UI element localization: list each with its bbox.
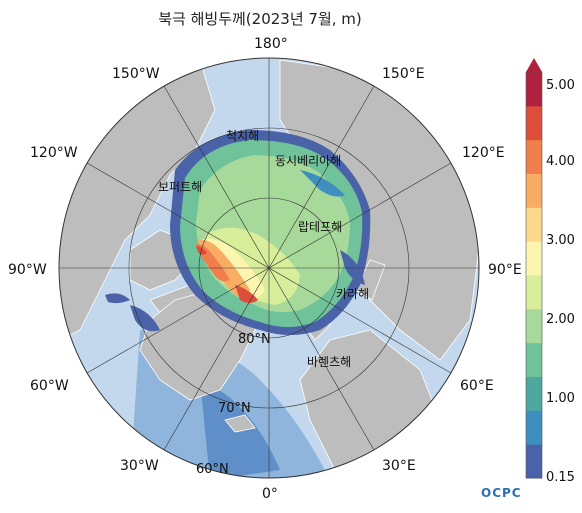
colorbar-tick-100: 1.00 [546,391,575,406]
colorbar-segment [526,105,542,141]
colorbar-segment [526,410,542,445]
colorbar-segment [526,342,542,377]
graticule [58,57,480,479]
meridian-120e-60w [86,162,452,374]
lon-label-30e: 30°E [382,458,416,474]
colorbar-segment [526,241,542,276]
sea-label-kara: 카라해 [336,287,370,301]
lon-label-120w: 120°W [30,145,78,161]
land-novaya-zemlya [354,259,386,301]
sea-label-east-siberian: 동시베리아해 [275,154,342,168]
lon-label-150e: 150°E [382,66,425,82]
colorbar-tick-500: 5.00 [546,78,575,93]
colorbar-tick-300: 3.00 [546,233,575,248]
colorbar-segment [526,72,542,107]
lon-label-60e: 60°E [460,378,494,394]
lat-label-70n: 70°N [218,401,251,416]
lat-label-80n: 80°N [238,332,271,347]
sea-ice-thickness [105,130,371,335]
lat-label-60n: 60°N [196,462,229,477]
lon-label-90w: 90°W [8,262,47,278]
lon-label-0: 0° [262,486,278,502]
lon-label-60w: 60°W [30,378,69,394]
lon-label-120e: 120°E [462,145,505,161]
colorbar-segment [526,173,542,208]
lon-label-180: 180° [254,36,288,52]
colorbar-segment [526,207,542,242]
colorbar-tick-015: 0.15 [546,470,575,485]
land-iceland [224,414,256,433]
map-title: 북극 해빙두께(2023년 7월, m) [158,10,362,28]
colorbar-segment [526,275,542,310]
colorbar-segment [526,376,542,411]
sea-label-beaufort: 보퍼트해 [158,180,203,194]
colorbar-segment [526,139,542,174]
lon-label-90e: 90°E [488,262,522,278]
colorbar-extend-arrow [526,58,542,72]
colorbar-tick-200: 2.00 [546,312,575,327]
sea-label-barents: 바렌츠해 [307,355,352,369]
colorbar-tick-400: 4.00 [546,154,575,169]
colorbar-segment [526,444,542,479]
lon-label-30w: 30°W [120,458,159,474]
sea-label-laptev: 랍테프해 [298,220,343,234]
colorbar-segment [526,308,542,344]
ocpc-logo: OCPC [481,486,522,500]
sea-label-chukchi: 척치해 [226,129,260,143]
lon-label-150w: 150°W [112,66,160,82]
